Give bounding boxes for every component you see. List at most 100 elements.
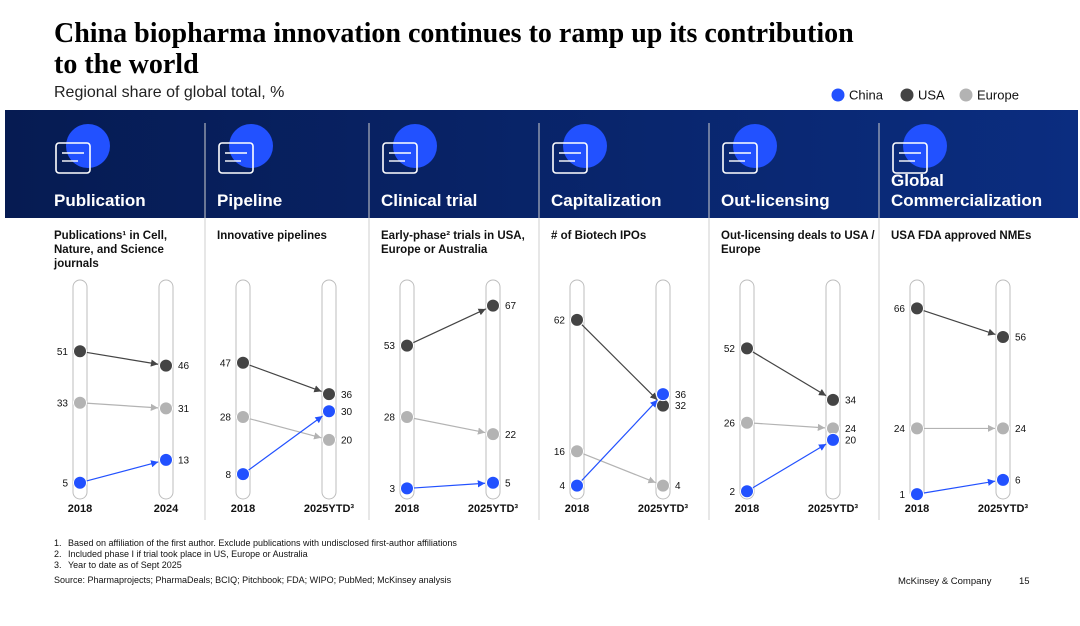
x-tick-label: 2018 [231, 503, 255, 515]
point [73, 475, 87, 490]
x-tick-label: 2025YTD³ [468, 503, 518, 515]
track [72, 279, 88, 500]
point [322, 387, 336, 402]
point [826, 392, 840, 407]
value-label: 3 [389, 484, 395, 495]
footnote-text: Based on affiliation of the first author… [68, 538, 457, 548]
section-label: Pipeline [217, 191, 283, 210]
point [236, 355, 250, 370]
point [570, 444, 584, 459]
value-label: 36 [341, 390, 353, 401]
value-label: 32 [675, 401, 687, 412]
x-tick-label: 2025YTD³ [808, 503, 858, 515]
panel-title: Early-phase² trials in USA, Europe or Au… [381, 230, 525, 256]
slope-line [746, 347, 827, 397]
icon [382, 142, 418, 174]
value-label: 30 [341, 407, 353, 418]
point [996, 330, 1010, 344]
icon-accent [393, 124, 437, 168]
section-label: Clinical trial [381, 191, 478, 210]
footnote-number: 1. [54, 538, 62, 548]
value-label: 66 [894, 304, 906, 315]
icon [892, 142, 928, 174]
point [159, 358, 173, 373]
point [486, 298, 500, 313]
value-label: 51 [57, 347, 69, 358]
slope-line [746, 422, 826, 432]
point [322, 404, 336, 419]
value-label: 26 [724, 418, 736, 429]
value-label: 4 [675, 481, 681, 492]
point [910, 301, 924, 316]
section-label: Global Commercialization [891, 171, 1043, 210]
value-label: 33 [57, 398, 69, 409]
icon-accent [229, 124, 273, 168]
value-label: 24 [894, 424, 906, 435]
value-label: 62 [554, 315, 566, 326]
panel-title: Innovative pipelines [217, 230, 327, 242]
value-label: 13 [178, 455, 190, 466]
banner [5, 110, 1078, 218]
value-label: 24 [1015, 424, 1027, 435]
section-label: Out-licensing [721, 191, 830, 210]
legend-marker [900, 88, 914, 102]
slope-line [576, 319, 658, 401]
value-label: 34 [845, 395, 857, 406]
point [73, 344, 87, 359]
x-tick-label: 2024 [154, 503, 179, 515]
value-label: 28 [220, 413, 232, 424]
panel-title: Publications¹ in Cell, Nature, and Scien… [54, 230, 168, 270]
x-tick-label: 2025YTD³ [638, 503, 688, 515]
value-label: 16 [554, 447, 566, 458]
point [656, 478, 670, 493]
icon [55, 142, 91, 174]
panel-title: USA FDA approved NMEs [891, 230, 1032, 242]
value-label: 4 [559, 481, 565, 492]
value-label: 22 [505, 430, 517, 441]
footnote: 3. Year to date as of Sept 2025 [54, 560, 182, 570]
slope-line [79, 350, 159, 367]
slope-line [916, 478, 996, 495]
value-label: 8 [225, 470, 231, 481]
legend-marker [959, 88, 973, 102]
slope-line [916, 307, 996, 336]
point [236, 467, 250, 482]
footnote: 1. Based on affiliation of the first auth… [54, 538, 457, 548]
point [740, 484, 754, 499]
footnote: 2. Included phase I if trial took place i… [54, 549, 308, 559]
point [486, 427, 500, 442]
x-tick-label: 2018 [395, 503, 419, 515]
page-number: 15 [1019, 576, 1030, 587]
value-label: 20 [845, 435, 857, 446]
x-tick-label: 2025YTD³ [304, 503, 354, 515]
panel-title: Out-licensing deals to USA / Europe [721, 230, 875, 256]
slope-line [746, 443, 827, 492]
point [159, 401, 173, 416]
legend-label: USA [918, 87, 945, 102]
track [825, 279, 841, 500]
point [996, 421, 1010, 436]
value-label: 20 [341, 435, 353, 446]
slope-line [242, 415, 323, 475]
icon [218, 142, 254, 174]
value-label: 28 [384, 413, 396, 424]
slope-line [576, 399, 658, 486]
value-label: 56 [1015, 333, 1027, 344]
brand: McKinsey & Company [898, 576, 992, 587]
slope-line [406, 480, 486, 490]
section-label: Publication [54, 191, 146, 210]
source: Source: Pharmaprojects; PharmaDeals; BCI… [54, 575, 452, 585]
x-tick-label: 2018 [565, 503, 589, 515]
value-label: 5 [62, 478, 68, 489]
slope-line [79, 402, 159, 412]
point [740, 415, 754, 430]
value-label: 2 [729, 487, 735, 498]
subtitle: Regional share of global total, % [54, 84, 285, 101]
slope-line [242, 362, 322, 393]
value-label: 47 [220, 358, 232, 369]
x-tick-label: 2018 [735, 503, 759, 515]
point [486, 475, 500, 490]
value-label: 36 [675, 390, 687, 401]
legend-label: Europe [977, 87, 1019, 102]
